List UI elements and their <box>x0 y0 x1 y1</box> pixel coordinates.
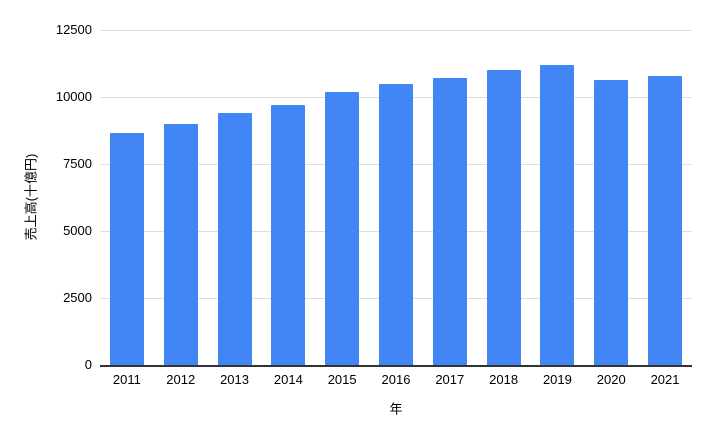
x-tick-label-2017: 2017 <box>435 372 465 387</box>
bar-2021 <box>648 75 683 365</box>
plot-area <box>100 30 692 367</box>
bar-2012 <box>163 123 198 365</box>
x-tick-label-2018: 2018 <box>489 372 519 387</box>
bars-row <box>100 30 692 365</box>
y-tick-label-0: 0 <box>84 357 92 372</box>
x-axis-title: 年 <box>389 401 403 417</box>
bar-2017 <box>432 78 467 365</box>
bar-2014 <box>271 105 306 365</box>
x-axis-tick-labels: 2011 2012 2013 2014 2015 2016 2017 2018 2019 2020… <box>100 372 692 387</box>
y-tick-label-2500: 2500 <box>63 290 92 305</box>
gridline-12500 <box>100 30 692 31</box>
x-tick-label-2021: 2021 <box>650 372 680 387</box>
x-tick-label-2019: 2019 <box>542 372 572 387</box>
x-tick-label-2012: 2012 <box>166 372 196 387</box>
bar-2018 <box>486 70 521 365</box>
bar-2011 <box>109 133 144 365</box>
x-tick-label-2011: 2011 <box>112 372 141 387</box>
bar-2013 <box>217 113 252 365</box>
x-tick-label-2020: 2020 <box>596 372 626 387</box>
bar-2015 <box>325 91 360 365</box>
bar-2016 <box>378 83 413 365</box>
y-tick-label-12500: 12500 <box>55 22 92 37</box>
y-tick-label-5000: 5000 <box>63 223 92 238</box>
y-tick-label-10000: 10000 <box>55 89 92 104</box>
y-tick-label-7500: 7500 <box>63 156 92 171</box>
x-tick-label-2016: 2016 <box>381 372 411 387</box>
bar-2019 <box>540 64 575 365</box>
bar-2020 <box>594 79 629 365</box>
x-tick-label-2013: 2013 <box>220 372 249 387</box>
x-tick-label-2014: 2014 <box>273 372 303 387</box>
x-tick-label-2015: 2015 <box>327 372 357 387</box>
